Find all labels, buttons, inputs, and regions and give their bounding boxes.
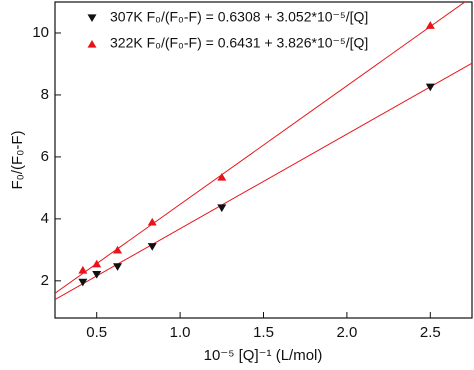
legend-label: 322K F₀/(F₀-F) = 0.6431 + 3.826*10⁻⁵/[Q] xyxy=(110,35,368,51)
x-tick-label: 1.0 xyxy=(170,324,191,341)
data-point xyxy=(217,204,227,213)
data-point xyxy=(425,83,435,92)
data-point xyxy=(78,265,88,274)
data-point xyxy=(92,271,102,279)
y-tick-label: 10 xyxy=(32,24,49,41)
y-tick-label: 4 xyxy=(41,210,49,227)
x-tick-label: 2.0 xyxy=(336,324,357,341)
data-point xyxy=(113,245,123,254)
fit-line xyxy=(55,62,472,301)
x-tick-label: 2.5 xyxy=(420,324,441,341)
y-tick-label: 6 xyxy=(41,148,49,165)
y-tick-label: 2 xyxy=(41,272,49,289)
legend-marker xyxy=(87,39,97,48)
fit-line xyxy=(55,2,466,294)
data-point xyxy=(92,259,102,268)
x-tick-label: 1.5 xyxy=(253,324,274,341)
data-point xyxy=(147,243,157,251)
data-point xyxy=(113,263,123,271)
legend-marker xyxy=(87,14,97,23)
legend-label: 307K F₀/(F₀-F) = 0.6308 + 3.052*10⁻⁵/[Q] xyxy=(110,9,368,25)
plot-area xyxy=(55,2,472,301)
data-point xyxy=(425,21,435,29)
y-tick-label: 8 xyxy=(41,86,49,103)
x-axis-label: 10⁻⁵ [Q]⁻¹ (L/mol) xyxy=(204,347,323,364)
x-tick-label: 0.5 xyxy=(86,324,107,341)
data-point xyxy=(78,278,88,287)
data-point xyxy=(147,217,157,226)
data-point xyxy=(217,172,227,181)
y-axis-label: F₀/(F₀-F) xyxy=(9,130,26,189)
